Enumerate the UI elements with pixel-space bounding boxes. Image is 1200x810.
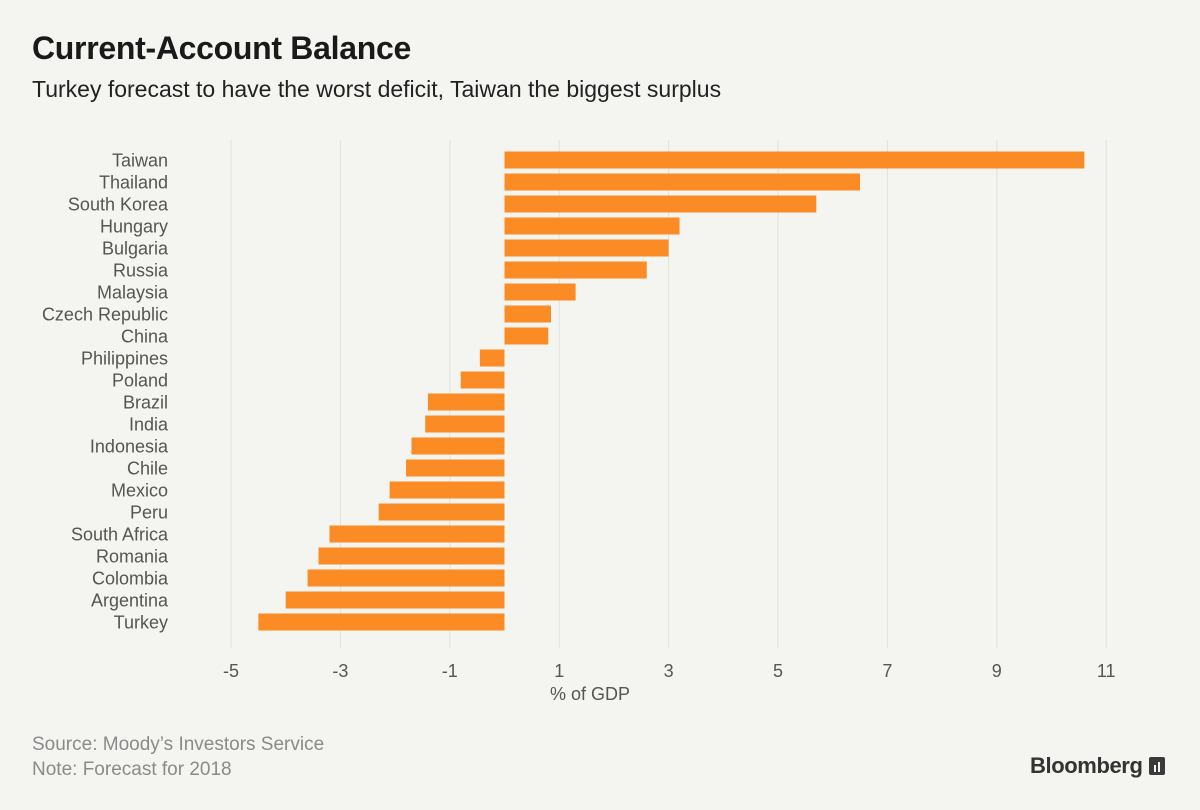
- bloomberg-logo: Bloomberg: [1030, 753, 1165, 779]
- category-label: Mexico: [111, 481, 168, 501]
- category-label: South Korea: [68, 195, 169, 215]
- bar-brazil: [427, 393, 505, 411]
- x-tick-label: 9: [992, 661, 1002, 681]
- x-tick-label: 11: [1097, 661, 1116, 681]
- bloomberg-chart-icon: [1148, 757, 1165, 775]
- bars: [258, 151, 1085, 631]
- x-tick-label: -1: [442, 661, 458, 681]
- category-label: China: [121, 327, 169, 347]
- bar-turkey: [258, 613, 505, 631]
- category-label: South Africa: [71, 525, 169, 545]
- category-label: Philippines: [81, 349, 168, 369]
- category-label: India: [129, 415, 169, 435]
- x-tick-label: 7: [882, 661, 892, 681]
- bar-south-korea: [504, 195, 817, 213]
- category-label: Indonesia: [90, 437, 169, 457]
- category-label: Argentina: [91, 591, 169, 611]
- bar-argentina: [285, 591, 505, 609]
- category-label: Hungary: [100, 217, 168, 237]
- note-text: Note: Forecast for 2018: [32, 759, 232, 780]
- category-label: Thailand: [99, 173, 168, 193]
- bar-colombia: [307, 569, 505, 587]
- x-tick-label: 1: [554, 661, 564, 681]
- bar-chile: [406, 459, 505, 477]
- bar-romania: [318, 547, 505, 565]
- category-label: Russia: [113, 261, 169, 281]
- bar-taiwan: [504, 151, 1085, 169]
- bar-mexico: [389, 481, 505, 499]
- bar-china: [504, 327, 549, 345]
- category-label: Turkey: [114, 613, 168, 633]
- category-label: Brazil: [123, 393, 168, 413]
- chart-subtitle: Turkey forecast to have the worst defici…: [32, 76, 722, 102]
- bar-malaysia: [504, 283, 576, 301]
- bar-south-africa: [329, 525, 505, 543]
- bar-peru: [378, 503, 505, 521]
- source-text: Source: Moody’s Investors Service: [32, 734, 325, 755]
- source-block: Source: Moody’s Investors Service Note: …: [32, 732, 324, 782]
- x-axis-label: % of GDP: [550, 684, 630, 704]
- x-tick-label: 3: [664, 661, 674, 681]
- bar-russia: [504, 261, 647, 279]
- x-tick-label: -3: [332, 661, 348, 681]
- bar-poland: [460, 371, 505, 389]
- category-label: Poland: [112, 371, 168, 391]
- x-tick-label: 5: [773, 661, 783, 681]
- category-label: Malaysia: [97, 283, 169, 303]
- x-tick-label: -5: [223, 661, 239, 681]
- category-label: Chile: [127, 459, 168, 479]
- bar-hungary: [504, 217, 680, 235]
- bar-bulgaria: [504, 239, 669, 257]
- x-tick-labels: -5 -3 -1 1 3 5 7 9 11: [223, 661, 1116, 681]
- bar-thailand: [504, 173, 861, 191]
- category-label: Czech Republic: [42, 305, 168, 325]
- category-label: Peru: [130, 503, 168, 523]
- category-label: Colombia: [92, 569, 169, 589]
- bar-india: [425, 415, 505, 433]
- chart-title: Current-Account Balance: [32, 30, 411, 66]
- category-label: Taiwan: [112, 151, 168, 171]
- bar-indonesia: [411, 437, 505, 455]
- category-label: Romania: [96, 547, 169, 567]
- category-label: Bulgaria: [102, 239, 169, 259]
- bar-czech-republic: [504, 305, 551, 323]
- bar-philippines: [479, 349, 505, 367]
- brand-text: Bloomberg: [1030, 753, 1143, 778]
